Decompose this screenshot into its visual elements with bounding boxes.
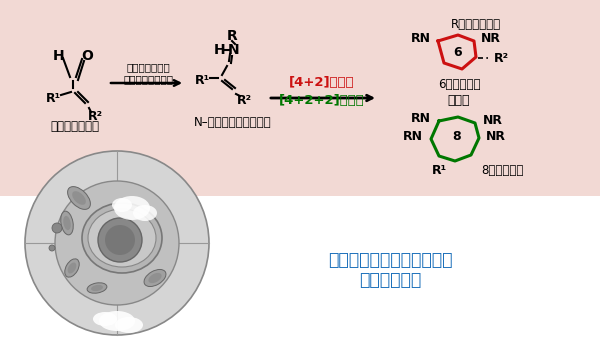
Ellipse shape <box>99 311 135 331</box>
Circle shape <box>49 245 55 251</box>
Text: 生体内のアミン: 生体内のアミン <box>126 62 170 72</box>
Text: R：アルキル基: R：アルキル基 <box>451 19 501 31</box>
Ellipse shape <box>144 269 166 287</box>
Ellipse shape <box>68 263 76 273</box>
Text: 8: 8 <box>452 130 461 144</box>
Text: RN: RN <box>411 31 431 45</box>
Text: O: O <box>81 49 93 63</box>
Text: ホルムアルデヒド: ホルムアルデヒド <box>123 74 173 84</box>
Text: NR: NR <box>486 129 506 143</box>
Text: R²: R² <box>494 51 509 65</box>
Text: R¹: R¹ <box>431 165 446 177</box>
Ellipse shape <box>61 211 73 235</box>
Text: RN: RN <box>403 129 423 143</box>
Text: [4+2]型反応: [4+2]型反応 <box>289 75 355 89</box>
Ellipse shape <box>88 209 156 267</box>
Ellipse shape <box>82 203 162 273</box>
Ellipse shape <box>68 187 91 210</box>
Circle shape <box>52 223 62 233</box>
Text: N–アルキル共役イミン: N–アルキル共役イミン <box>194 116 272 128</box>
Text: 細胞内の様々な機能発現や: 細胞内の様々な機能発現や <box>328 251 452 269</box>
Text: R²: R² <box>88 110 103 122</box>
Ellipse shape <box>93 312 117 326</box>
Text: 制御に関与？: 制御に関与？ <box>359 271 421 289</box>
Text: NR: NR <box>481 31 501 45</box>
Ellipse shape <box>133 205 157 221</box>
Text: NR: NR <box>483 114 503 126</box>
Circle shape <box>55 181 179 305</box>
Bar <box>0 0 600 196</box>
Text: N: N <box>228 43 240 57</box>
Text: R²: R² <box>236 94 251 106</box>
Text: R¹: R¹ <box>46 92 61 104</box>
Ellipse shape <box>91 285 103 291</box>
Ellipse shape <box>115 317 143 333</box>
Text: 共役アルデヒド: 共役アルデヒド <box>50 120 100 132</box>
Text: R¹: R¹ <box>194 73 209 87</box>
Ellipse shape <box>72 191 86 205</box>
Ellipse shape <box>87 283 107 293</box>
Text: 6: 6 <box>454 46 463 58</box>
Ellipse shape <box>112 198 132 212</box>
Text: 8員環化合物: 8員環化合物 <box>481 165 523 177</box>
Text: または: または <box>448 95 470 107</box>
Ellipse shape <box>65 259 79 277</box>
Text: 6員環化合物: 6員環化合物 <box>438 78 480 92</box>
Circle shape <box>25 151 209 335</box>
Text: R: R <box>227 29 238 43</box>
Circle shape <box>98 218 142 262</box>
Text: H: H <box>214 43 226 57</box>
Text: H: H <box>53 49 65 63</box>
Ellipse shape <box>63 216 71 230</box>
Circle shape <box>105 225 135 255</box>
Ellipse shape <box>148 273 161 283</box>
Ellipse shape <box>114 196 150 220</box>
Bar <box>0 196 600 338</box>
Text: [4+2+2]型反応: [4+2+2]型反応 <box>279 95 365 107</box>
Text: RN: RN <box>411 113 431 125</box>
